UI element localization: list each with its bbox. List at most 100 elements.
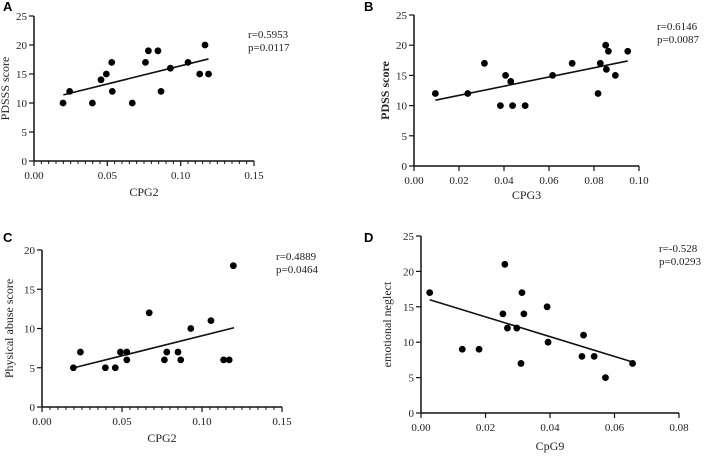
data-point: [102, 70, 110, 78]
y-tick-label: 0: [402, 161, 408, 173]
panel-c: C 0.00 0.05 0.10 0.15 0 5 10 15 20 CPG2 Physical ab…: [2, 230, 318, 445]
x-tick-label: 0.04: [540, 422, 560, 434]
y-tick-label: 0: [409, 408, 415, 420]
panel-d: D 0.00 0.02 0.04 0.06 0.08 0 5 10 15 20 25 CpG9 emoti…: [364, 230, 701, 453]
y-tick-label: 5: [22, 127, 28, 139]
data-point: [602, 65, 610, 73]
y-axis-label: PDSS score: [378, 60, 392, 119]
data-point: [101, 364, 109, 372]
data-point: [205, 70, 212, 78]
x-tick-label: 0.10: [192, 416, 212, 428]
data-point: [481, 59, 488, 67]
x-axis-label: CPG3: [512, 188, 541, 202]
x-tick-label: 0.15: [272, 416, 292, 428]
y-tick-label: 15: [396, 70, 408, 82]
y-tick-label: 10: [396, 101, 408, 113]
data-point: [602, 374, 609, 381]
data-point: [543, 303, 551, 311]
data-point: [499, 310, 507, 318]
data-point: [145, 47, 152, 55]
data-point: [207, 317, 215, 325]
panel-letter: A: [3, 0, 13, 14]
x-axis-label: CPG2: [129, 185, 158, 199]
r-value: r=-0.528: [659, 243, 698, 255]
x-axis-label: CpG9: [536, 439, 565, 453]
data-point: [520, 310, 528, 318]
x-tick-label: 0.06: [605, 422, 625, 434]
y-axis-label: emotional neglect: [380, 281, 394, 367]
data-point: [201, 41, 209, 49]
regression-line: [63, 58, 209, 96]
data-point: [624, 47, 632, 55]
data-point: [174, 348, 182, 356]
data-point: [594, 90, 602, 97]
x-tick-label: 0.00: [411, 422, 431, 434]
data-point: [123, 348, 131, 356]
data-point: [518, 289, 526, 297]
data-point: [502, 72, 509, 79]
y-tick-label: 20: [396, 40, 408, 52]
y-tick-label: 15: [403, 302, 415, 314]
data-point: [66, 88, 74, 95]
data-point: [521, 102, 529, 109]
y-tick-label: 0: [22, 156, 28, 168]
y-tick-label: 15: [24, 284, 36, 296]
x-tick-label: 0.08: [584, 175, 604, 187]
data-point: [504, 324, 511, 332]
data-point: [123, 356, 131, 364]
data-point: [507, 78, 515, 85]
data-point: [629, 360, 636, 367]
p-value: p=0.0117: [248, 42, 290, 54]
data-point: [108, 59, 116, 66]
data-point: [590, 352, 598, 360]
data-point: [167, 64, 174, 72]
x-tick-label: 0.05: [98, 170, 118, 182]
panel-letter: D: [364, 230, 373, 245]
data-point: [568, 59, 576, 67]
data-point: [475, 345, 483, 353]
data-point: [128, 99, 136, 107]
data-point: [157, 88, 165, 95]
data-point: [97, 76, 105, 84]
data-point: [544, 338, 552, 346]
data-point: [117, 348, 124, 356]
x-tick-label: 0.10: [629, 175, 649, 187]
regression-line: [73, 326, 235, 369]
y-tick-label: 20: [16, 40, 28, 52]
y-tick-label: 15: [16, 69, 28, 81]
y-tick-label: 10: [16, 98, 28, 110]
y-tick-label: 25: [16, 11, 28, 23]
data-point: [220, 356, 228, 364]
x-tick-label: 0.08: [669, 422, 689, 434]
data-point: [611, 72, 619, 79]
x-tick-label: 0.15: [244, 170, 264, 182]
x-tick-label: 0.04: [494, 175, 514, 187]
data-point: [154, 47, 162, 55]
r-value: r=0.5953: [248, 29, 289, 41]
data-point: [497, 102, 504, 109]
data-point: [225, 356, 233, 364]
data-point: [513, 324, 521, 332]
x-tick-label: 0.02: [449, 175, 468, 187]
data-point: [196, 70, 204, 78]
x-tick-label: 0.00: [404, 175, 424, 187]
data-point: [501, 260, 509, 268]
y-tick-label: 0: [30, 402, 36, 414]
data-point: [605, 47, 612, 55]
x-tick-label: 0.10: [171, 170, 191, 182]
data-point: [163, 348, 171, 356]
data-point: [426, 289, 434, 297]
data-point: [59, 99, 67, 107]
data-point: [111, 364, 119, 372]
data-point: [602, 41, 610, 49]
data-point: [596, 59, 604, 67]
y-tick-label: 20: [403, 266, 415, 278]
data-point: [69, 364, 77, 372]
data-point: [77, 348, 84, 356]
x-tick-label: 0.00: [32, 416, 52, 428]
x-axis-label: CPG2: [147, 431, 176, 445]
data-point: [187, 325, 195, 332]
data-point: [580, 331, 587, 339]
x-tick-label: 0.00: [24, 170, 44, 182]
data-point: [509, 102, 516, 109]
